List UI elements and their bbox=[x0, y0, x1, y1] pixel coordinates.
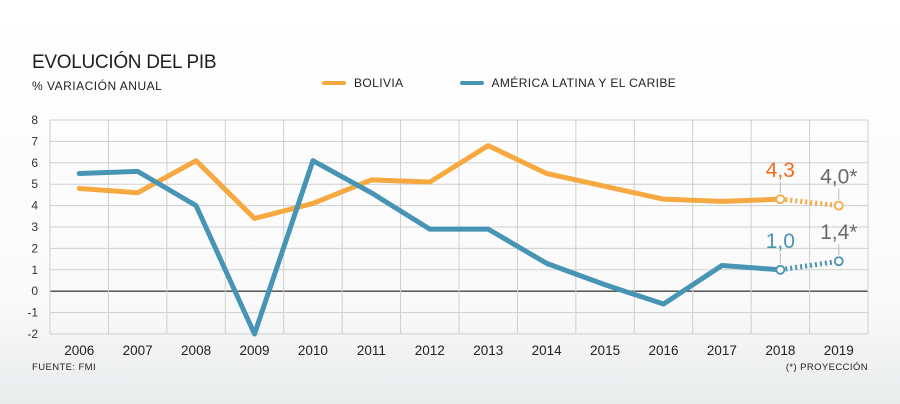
x-tick-label: 2006 bbox=[64, 343, 94, 358]
x-tick-label: 2012 bbox=[415, 343, 445, 358]
x-tick-label: 2017 bbox=[707, 343, 737, 358]
y-tick-label: 6 bbox=[31, 156, 38, 170]
y-tick-label: 5 bbox=[31, 177, 38, 191]
y-tick-label: 3 bbox=[31, 220, 38, 234]
legend-label-latam: AMÉRICA LATINA Y EL CARIBE bbox=[491, 76, 677, 90]
y-tick-label: 0 bbox=[31, 284, 38, 298]
x-tick-label: 2016 bbox=[648, 343, 678, 358]
x-tick-label: 2008 bbox=[181, 343, 211, 358]
y-tick-label: 7 bbox=[31, 134, 38, 148]
projection-note: (*) PROYECCIÓN bbox=[785, 362, 868, 373]
data-label: 1,0 bbox=[766, 230, 795, 253]
legend-item-bolivia: BOLIVIA bbox=[322, 76, 404, 90]
chart-subtitle: % VARIACIÓN ANUAL bbox=[32, 79, 163, 93]
y-tick-label: -1 bbox=[27, 306, 38, 320]
x-tick-label: 2018 bbox=[765, 343, 795, 358]
legend-item-latam: AMÉRICA LATINA Y EL CARIBE bbox=[459, 76, 677, 90]
series-line-1 bbox=[76, 158, 783, 337]
y-tick-label: -2 bbox=[27, 327, 38, 341]
x-tick-label: 2015 bbox=[590, 343, 620, 358]
y-tick-label: 4 bbox=[31, 199, 38, 213]
x-tick-label: 2009 bbox=[239, 343, 269, 358]
data-point-marker bbox=[775, 194, 786, 205]
legend-swatch-latam bbox=[459, 81, 484, 85]
x-tick-label: 2013 bbox=[473, 343, 503, 358]
legend-swatch-bolivia bbox=[322, 81, 346, 85]
chart-title: EVOLUCIÓN DEL PIB bbox=[32, 52, 217, 73]
data-label: 1,4* bbox=[820, 221, 857, 244]
x-tick-label: 2019 bbox=[824, 343, 854, 358]
series-line-0 bbox=[76, 143, 783, 221]
x-tick-label: 2014 bbox=[532, 343, 563, 358]
data-point-marker bbox=[775, 264, 786, 275]
x-tick-label: 2010 bbox=[298, 343, 328, 358]
source-note: FUENTE: FMI bbox=[32, 362, 97, 373]
data-point-marker bbox=[833, 200, 844, 211]
x-tick-label: 2007 bbox=[123, 343, 153, 358]
data-point-marker bbox=[833, 256, 844, 267]
y-tick-label: 2 bbox=[31, 241, 38, 255]
legend: BOLIVIA AMÉRICA LATINA Y EL CARIBE bbox=[322, 75, 732, 91]
legend-label-bolivia: BOLIVIA bbox=[354, 76, 404, 90]
y-tick-label: 8 bbox=[31, 113, 38, 127]
x-tick-label: 2011 bbox=[357, 343, 386, 358]
data-label: 4,3 bbox=[766, 159, 795, 182]
y-tick-label: 1 bbox=[31, 263, 38, 277]
data-label: 4,0* bbox=[820, 166, 857, 189]
